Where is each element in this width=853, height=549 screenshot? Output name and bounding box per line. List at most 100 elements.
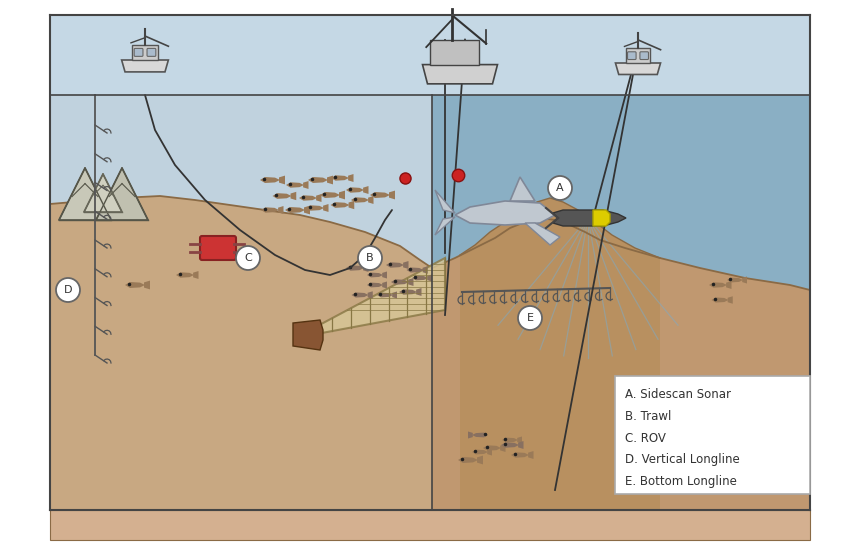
Polygon shape xyxy=(50,196,432,510)
Text: A. Sidescan Sonar: A. Sidescan Sonar xyxy=(624,388,730,401)
Polygon shape xyxy=(592,210,609,226)
Polygon shape xyxy=(279,176,285,184)
Polygon shape xyxy=(261,208,279,212)
Polygon shape xyxy=(316,194,321,202)
Text: D: D xyxy=(64,285,73,295)
Polygon shape xyxy=(345,265,363,271)
Polygon shape xyxy=(330,202,349,208)
Polygon shape xyxy=(434,217,455,235)
Polygon shape xyxy=(403,261,408,269)
Polygon shape xyxy=(305,205,323,211)
Polygon shape xyxy=(382,271,386,278)
FancyBboxPatch shape xyxy=(627,52,635,59)
Polygon shape xyxy=(411,276,427,281)
Polygon shape xyxy=(472,433,487,438)
Polygon shape xyxy=(500,444,505,452)
FancyBboxPatch shape xyxy=(147,48,155,57)
Polygon shape xyxy=(348,174,353,182)
Polygon shape xyxy=(294,258,444,338)
Polygon shape xyxy=(96,168,148,220)
Text: C. ROV: C. ROV xyxy=(624,432,665,445)
Polygon shape xyxy=(518,441,523,449)
Polygon shape xyxy=(293,320,322,350)
Polygon shape xyxy=(348,201,354,209)
Text: E. Bottom Longline: E. Bottom Longline xyxy=(624,475,736,489)
Polygon shape xyxy=(501,442,519,447)
Polygon shape xyxy=(726,278,742,282)
Polygon shape xyxy=(304,205,310,215)
Polygon shape xyxy=(486,449,491,456)
Polygon shape xyxy=(125,282,145,288)
Circle shape xyxy=(56,278,80,302)
FancyBboxPatch shape xyxy=(200,236,235,260)
Polygon shape xyxy=(510,452,528,458)
Polygon shape xyxy=(460,198,659,510)
Polygon shape xyxy=(517,436,521,444)
Polygon shape xyxy=(614,376,809,494)
Polygon shape xyxy=(363,186,368,194)
Polygon shape xyxy=(59,168,111,220)
Polygon shape xyxy=(422,65,497,84)
Circle shape xyxy=(518,306,542,330)
Polygon shape xyxy=(727,296,732,304)
Polygon shape xyxy=(50,95,432,510)
Polygon shape xyxy=(382,282,386,289)
Polygon shape xyxy=(389,191,395,199)
Polygon shape xyxy=(615,63,659,75)
Polygon shape xyxy=(290,192,296,200)
Polygon shape xyxy=(408,278,413,286)
Polygon shape xyxy=(339,191,345,199)
Polygon shape xyxy=(376,293,392,298)
Text: E: E xyxy=(526,313,533,323)
Polygon shape xyxy=(434,190,455,213)
Polygon shape xyxy=(363,264,368,272)
Text: D. Vertical Longline: D. Vertical Longline xyxy=(624,453,739,467)
Polygon shape xyxy=(132,44,158,60)
Polygon shape xyxy=(708,282,726,288)
Polygon shape xyxy=(50,510,809,540)
FancyBboxPatch shape xyxy=(639,52,647,59)
Polygon shape xyxy=(472,450,487,455)
Text: A: A xyxy=(555,183,563,193)
Polygon shape xyxy=(368,292,372,299)
Polygon shape xyxy=(259,177,280,183)
Polygon shape xyxy=(345,187,363,193)
Polygon shape xyxy=(193,271,198,279)
Polygon shape xyxy=(176,272,194,278)
Polygon shape xyxy=(121,60,168,72)
Polygon shape xyxy=(285,207,305,213)
Polygon shape xyxy=(303,181,308,189)
Polygon shape xyxy=(406,267,423,272)
Polygon shape xyxy=(553,210,625,226)
Polygon shape xyxy=(625,48,650,63)
Polygon shape xyxy=(502,438,518,442)
Polygon shape xyxy=(525,223,560,245)
Polygon shape xyxy=(415,288,421,296)
Polygon shape xyxy=(467,432,473,439)
Polygon shape xyxy=(391,279,409,285)
Polygon shape xyxy=(392,292,397,299)
Polygon shape xyxy=(367,273,382,277)
Polygon shape xyxy=(527,451,533,459)
Polygon shape xyxy=(386,262,403,268)
Polygon shape xyxy=(455,201,554,225)
Polygon shape xyxy=(308,177,328,183)
Polygon shape xyxy=(457,457,478,463)
Polygon shape xyxy=(426,274,432,282)
Text: B: B xyxy=(366,253,374,263)
Circle shape xyxy=(235,246,259,270)
Polygon shape xyxy=(367,283,382,287)
Text: B. Trawl: B. Trawl xyxy=(624,410,670,423)
Polygon shape xyxy=(322,204,328,212)
Polygon shape xyxy=(299,195,316,201)
Circle shape xyxy=(357,246,381,270)
Circle shape xyxy=(548,176,572,200)
Polygon shape xyxy=(430,40,479,65)
Polygon shape xyxy=(331,175,349,181)
Polygon shape xyxy=(286,182,304,188)
Polygon shape xyxy=(711,298,728,302)
Polygon shape xyxy=(509,177,534,201)
Polygon shape xyxy=(278,206,283,214)
Polygon shape xyxy=(327,176,333,184)
Polygon shape xyxy=(398,289,416,295)
